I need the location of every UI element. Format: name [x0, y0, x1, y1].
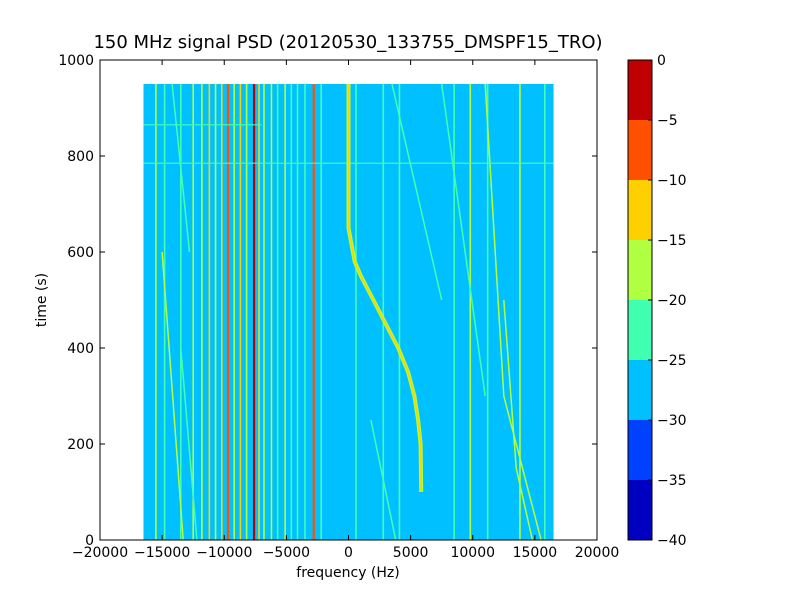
drifting-line-5: [503, 299, 534, 541]
colorbar: −40 −35 −30 −25 −20 −15 −10 −5 0: [627, 53, 687, 549]
colorbar-band-6: [628, 120, 652, 180]
x-tick-label-4: 0: [344, 545, 353, 561]
chart-title: 150 MHz signal PSD (20120530_133755_DMSP…: [93, 32, 602, 53]
colorbar-tick-label-6: −10: [657, 173, 687, 189]
x-tick-label-8: 20000: [575, 545, 620, 561]
y-tick-label-5: 1000: [58, 53, 94, 69]
x-axis-label: frequency (Hz): [296, 565, 399, 581]
colorbar-tick-label-3: −25: [657, 353, 687, 369]
x-tick-label-7: 15000: [513, 545, 558, 561]
x-tick-label-3: −5000: [263, 545, 310, 561]
colorbar-tick-label-0: −40: [657, 533, 687, 549]
x-axis: −20000 −15000 −10000 −5000 0 5000 10000 15000 20…: [72, 60, 619, 561]
drifting-line-1: [171, 83, 191, 253]
colorbar-tick-label-1: −35: [657, 473, 687, 489]
colorbar-tick-label-4: −20: [657, 293, 687, 309]
drifting-line-7: [370, 419, 397, 541]
heatmap-layer: [143, 83, 554, 541]
colorbar-tick-label-8: 0: [657, 53, 666, 69]
plot-area: −20000 −15000 −10000 −5000 0 5000 10000 15000 20…: [58, 53, 619, 561]
colorbar-band-3: [628, 300, 652, 360]
y-tick-label-4: 800: [67, 149, 94, 165]
colorbar-band-5: [628, 180, 652, 240]
y-axis-label: time (s): [34, 273, 50, 327]
y-axis: 0 200 400 600 800 1000: [58, 53, 597, 549]
y-tick-label-0: 0: [85, 533, 94, 549]
colorbar-tick-label-2: −30: [657, 413, 687, 429]
colorbar-tick-label-5: −15: [657, 233, 687, 249]
drifting-line-0: [161, 251, 184, 541]
y-tick-label-2: 400: [67, 341, 94, 357]
drifting-line-3: [440, 83, 486, 397]
colorbar-band-4: [628, 240, 652, 300]
drifting-line-2: [391, 83, 443, 301]
y-tick-label-1: 200: [67, 437, 94, 453]
x-tick-label-6: 10000: [450, 545, 495, 561]
colorbar-band-2: [628, 360, 652, 420]
x-tick-label-0: −20000: [72, 545, 128, 561]
colorbar-band-7: [628, 60, 652, 120]
x-tick-label-2: −10000: [196, 545, 252, 561]
colorbar-band-1: [628, 420, 652, 480]
drifting-line-6: [180, 347, 198, 541]
colorbar-tick-label-7: −5: [657, 113, 678, 129]
drifting-line-4: [484, 83, 542, 541]
doppler-trace: [347, 84, 422, 493]
y-tick-label-3: 600: [67, 245, 94, 261]
colorbar-band-0: [628, 480, 652, 540]
x-tick-label-1: −15000: [134, 545, 190, 561]
x-tick-label-5: 5000: [393, 545, 429, 561]
